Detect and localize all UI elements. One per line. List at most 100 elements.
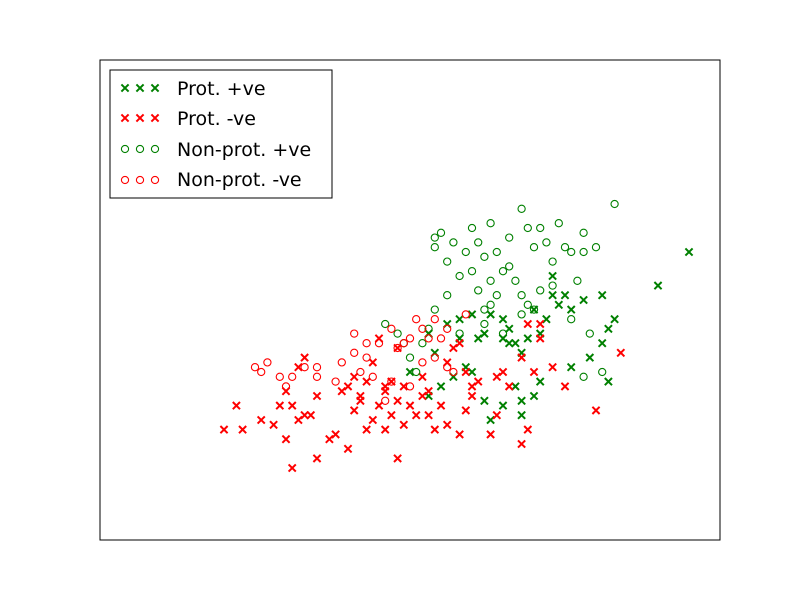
data-point-s1-63 [256,415,266,425]
data-point-s1-71 [461,406,471,415]
data-point-s2-8 [480,252,489,261]
data-point-s1-50 [498,367,508,377]
data-point-s2-0 [430,233,439,242]
data-point-s2-15 [529,243,539,252]
data-point-s1-17 [368,358,378,367]
data-point-s2-3 [443,257,452,266]
data-point-s3-18 [356,367,365,377]
data-point-s1-38 [455,430,464,439]
data-point-s3-17 [368,372,377,381]
data-point-s3-22 [281,382,291,391]
data-point-s0-44 [511,338,520,348]
data-point-s1-31 [418,372,427,382]
data-point-s0-35 [535,377,545,386]
data-point-s3-11 [443,324,452,333]
data-point-s1-45 [535,334,545,343]
data-point-s2-52 [598,367,607,377]
data-point-s1-1 [275,401,285,410]
data-point-s1-68 [467,382,477,391]
data-point-s1-56 [430,425,440,434]
data-point-s2-54 [585,329,594,338]
data-point-s2-40 [418,339,427,348]
data-point-s1-36 [436,401,446,410]
data-point-s1-64 [219,425,229,434]
data-point-s1-11 [312,454,322,463]
data-point-s0-10 [579,295,588,305]
data-point-s2-31 [505,262,514,271]
data-point-s0-23 [585,353,595,362]
legend-marker-1-1 [135,113,145,123]
data-point-s3-16 [387,377,396,386]
data-point-s2-26 [573,276,582,285]
data-point-s3-6 [374,339,384,348]
data-point-s2-17 [542,238,551,247]
data-point-s2-30 [517,291,526,300]
data-point-s1-55 [399,420,409,430]
data-point-s1-19 [368,415,378,425]
legend: Prot. +ve Prot. -ve Non-prot. +ve Non-pr… [109,69,333,199]
data-point-s1-73 [486,430,495,439]
data-point-s1-69 [461,367,471,377]
data-point-s2-23 [610,199,619,209]
data-point-s2-57 [412,367,421,377]
data-point-s1-48 [523,425,533,434]
legend-marker-2-0 [120,144,130,154]
series-1 [219,319,626,473]
data-point-s1-43 [523,319,533,329]
data-point-s0-16 [566,362,576,372]
data-point-s1-42 [517,353,526,362]
data-point-s3-24 [381,396,390,405]
legend-marker-0-2 [150,83,160,93]
data-point-s1-28 [411,410,421,420]
data-point-s1-22 [387,410,396,420]
data-point-s3-26 [350,329,359,338]
legend-label-prot-neg: Prot. -ve [177,108,256,130]
data-point-s0-26 [566,305,576,314]
data-point-s2-53 [579,372,588,381]
data-point-s2-11 [498,267,508,276]
legend-marker-2-2 [150,144,160,154]
data-point-s2-43 [393,329,402,338]
data-point-s0-34 [517,396,526,406]
data-point-s3-12 [461,310,470,319]
data-point-s1-52 [616,348,626,358]
data-point-s1-61 [343,444,353,454]
data-point-s2-21 [579,247,588,257]
data-point-s2-18 [548,257,557,266]
data-point-s1-13 [343,382,353,391]
data-point-s2-14 [523,223,532,233]
data-point-s0-20 [480,396,489,406]
data-point-s3-14 [449,367,458,377]
data-point-s1-53 [362,425,371,434]
data-point-s1-6 [294,362,303,372]
data-point-s2-50 [517,310,526,319]
data-point-s0-39 [486,310,495,319]
data-point-s1-21 [374,401,384,410]
data-point-s1-41 [504,382,514,391]
data-point-s2-39 [424,324,433,333]
data-point-s2-10 [492,247,501,257]
data-point-s1-72 [424,410,433,420]
data-point-s2-19 [560,243,570,252]
legend-label-prot-pos: Prot. +ve [177,78,266,100]
legend-marker-3-0 [120,175,130,185]
data-point-s0-18 [517,410,526,420]
data-point-s1-54 [380,382,390,391]
data-point-s2-46 [511,276,520,285]
data-point-s2-51 [486,300,495,309]
data-point-s2-45 [498,329,508,338]
data-point-s1-24 [399,382,409,391]
data-point-s3-35 [424,334,433,343]
data-point-s0-13 [684,247,694,257]
data-point-s3-1 [263,358,272,367]
data-point-s3-25 [443,363,452,372]
data-point-s1-46 [548,362,557,372]
data-point-s0-25 [523,334,533,343]
data-point-s2-48 [480,319,489,329]
data-point-s3-33 [412,315,421,324]
data-point-s0-12 [653,281,663,290]
data-point-s2-47 [492,291,501,300]
data-point-s2-55 [567,315,576,324]
data-point-s2-28 [523,300,532,309]
